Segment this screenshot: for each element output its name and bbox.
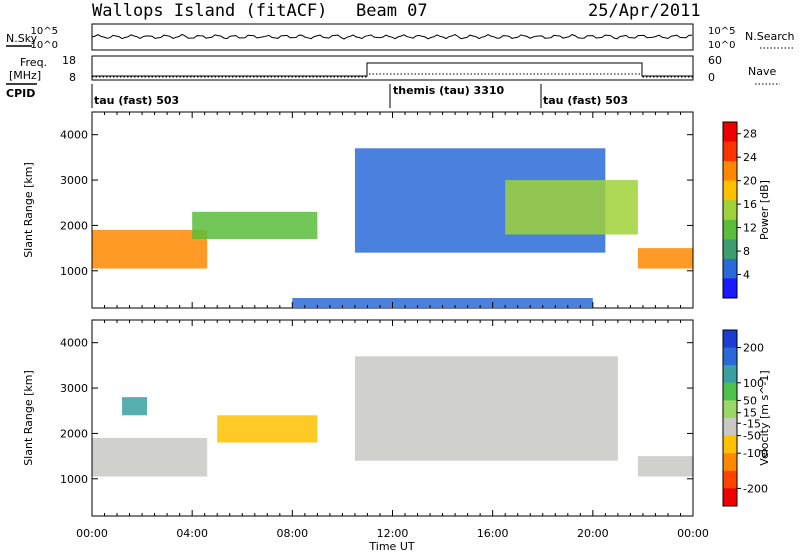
time-tick-label: 00:00: [677, 527, 709, 540]
colorbar-tick-label: 4: [743, 269, 750, 282]
colorbar-tick-label: 100: [743, 377, 764, 390]
colorbar-step: [723, 239, 737, 260]
power-ylabel: Slant Range [km]: [22, 162, 35, 258]
heatmap-cell: [637, 456, 693, 477]
range-tick-label: 1000: [60, 265, 88, 278]
range-tick-label: 4000: [60, 129, 88, 142]
time-axis-labels: 00:00 04:00 08:00 12:00 16:00 20:00 00:00: [76, 527, 709, 540]
colorbar-step: [723, 200, 737, 221]
time-tick-label: 20:00: [577, 527, 609, 540]
range-tick-label: 2000: [60, 427, 88, 440]
noise-axis-bottom-right: 10^0: [708, 40, 735, 51]
nave-trace: [92, 73, 693, 78]
colorbar-frame: [722, 329, 738, 507]
cpid-segment-3: tau (fast) 503: [543, 94, 628, 107]
colorbar-step: [723, 470, 737, 489]
site-title: Wallops Island (fitACF): [92, 1, 327, 21]
power-heatmap: [92, 148, 693, 308]
colorbar-step: [723, 219, 737, 240]
nave-axis-bottom: 0: [708, 71, 715, 84]
colorbar-step: [723, 347, 737, 366]
range-tick-label: 4000: [60, 337, 88, 350]
freq-trace: [92, 62, 693, 77]
colorbar-step: [723, 180, 737, 201]
noise-axis-top-left: 10^5: [31, 26, 58, 37]
heatmap-cell: [354, 356, 618, 461]
colorbar-tick-label: 8: [743, 245, 750, 258]
cpid-segment-1: tau (fast) 503: [94, 94, 179, 107]
power-axis-ticks: 1000 2000 3000 4000: [60, 112, 694, 308]
colorbar-tick-label: 50: [743, 394, 757, 407]
colorbar-step: [723, 453, 737, 472]
range-tick-label: 3000: [60, 382, 88, 395]
colorbar-step: [723, 330, 737, 349]
noise-axis-top-right: 10^5: [708, 26, 735, 37]
date-title: 25/Apr/2011: [588, 1, 701, 21]
time-tick-label: 04:00: [176, 527, 208, 540]
colorbar-step: [723, 488, 737, 507]
range-tick-label: 1000: [60, 473, 88, 486]
heatmap-cell: [192, 211, 318, 240]
nave-label: Nave: [748, 65, 776, 78]
heatmap-cell: [92, 229, 208, 269]
range-tick-label: 3000: [60, 174, 88, 187]
heatmap-cell: [122, 397, 148, 416]
noise-axis-bottom-left: 10^0: [31, 40, 58, 51]
freq-axis-bottom: 8: [69, 71, 76, 84]
power-colorbar: 4 8 12 16 20 24 28: [722, 121, 757, 299]
colorbar-tick-label: -15: [743, 417, 761, 430]
cpid-label: CPID: [6, 87, 35, 100]
colorbar-tick-label: -100: [743, 447, 768, 460]
heatmap-cell: [637, 248, 693, 269]
colorbar-tick-label: 16: [743, 198, 757, 211]
freq-label-line2: [MHz]: [9, 69, 41, 82]
freq-panel-frame: [91, 55, 694, 81]
colorbar-tick-label: -200: [743, 482, 768, 495]
colorbar-step: [723, 258, 737, 279]
colorbar-step: [723, 161, 737, 182]
colorbar-tick-label: 12: [743, 222, 757, 235]
nsearch-label: N.Search: [745, 30, 795, 43]
nsky-label: N.Sky: [6, 32, 38, 45]
colorbar-tick-label: -50: [743, 430, 761, 443]
colorbar-tick-label: 24: [743, 151, 757, 164]
range-tick-label: 2000: [60, 219, 88, 232]
colorbar-step: [723, 122, 737, 143]
colorbar-step: [723, 365, 737, 384]
velocity-axis-ticks: 1000 2000 3000 4000: [60, 320, 694, 516]
time-axis-title: Time UT: [368, 540, 414, 553]
colorbar-step: [723, 400, 737, 419]
colorbar-tick-label: 15: [743, 407, 757, 420]
heatmap-cell: [505, 180, 638, 235]
nave-axis-top: 60: [708, 54, 722, 67]
time-tick-label: 12:00: [377, 527, 409, 540]
colorbar-step: [723, 278, 737, 299]
colorbar-tick-label: 200: [743, 342, 764, 355]
velocity-ylabel: Slant Range [km]: [22, 370, 35, 466]
colorbar-step: [723, 418, 737, 437]
colorbar-step: [723, 141, 737, 162]
velocity-heatmap: [92, 356, 693, 477]
colorbar-step: [723, 382, 737, 401]
colorbar-frame: [722, 121, 738, 299]
heatmap-cell: [292, 298, 593, 308]
freq-axis-top: 18: [62, 54, 76, 67]
colorbar-tick-label: 28: [743, 128, 757, 141]
time-tick-label: 00:00: [76, 527, 108, 540]
beam-title: Beam 07: [356, 1, 428, 21]
velocity-colorbar-label: Velocity [m s^-1]: [758, 370, 771, 465]
time-tick-label: 16:00: [477, 527, 509, 540]
cpid-segment-2: themis (tau) 3310: [393, 84, 505, 97]
freq-label-line1: Freq.: [20, 56, 47, 69]
heatmap-cell: [217, 415, 318, 443]
colorbar-step: [723, 435, 737, 454]
nsky-trace: [91, 33, 693, 50]
colorbar-tick-label: 20: [743, 175, 757, 188]
power-colorbar-label: Power [dB]: [758, 180, 771, 240]
heatmap-cell: [92, 437, 208, 477]
time-tick-label: 08:00: [276, 527, 308, 540]
